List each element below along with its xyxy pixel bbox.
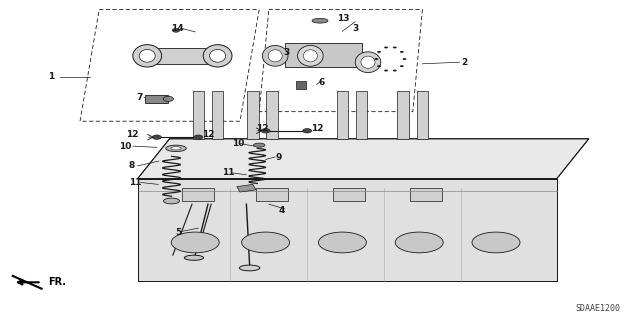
Text: 13: 13 — [337, 14, 350, 23]
Bar — [147, 48, 218, 64]
Bar — [145, 95, 168, 103]
Text: 3: 3 — [283, 48, 289, 57]
Text: 9: 9 — [275, 153, 282, 162]
Text: FR.: FR. — [48, 277, 66, 287]
Text: 2: 2 — [461, 58, 468, 67]
Text: 1: 1 — [48, 72, 54, 81]
Ellipse shape — [241, 232, 289, 253]
Polygon shape — [182, 188, 214, 201]
Ellipse shape — [312, 18, 328, 23]
Ellipse shape — [184, 255, 204, 260]
Circle shape — [194, 135, 203, 139]
Ellipse shape — [133, 45, 161, 67]
Bar — [247, 91, 259, 139]
Circle shape — [400, 65, 404, 67]
Bar — [193, 91, 204, 139]
Ellipse shape — [361, 56, 375, 68]
Bar — [266, 91, 278, 139]
Text: 3: 3 — [352, 24, 358, 33]
Circle shape — [403, 58, 406, 60]
Text: 12: 12 — [256, 124, 269, 133]
Bar — [212, 91, 223, 139]
Ellipse shape — [164, 198, 179, 204]
Ellipse shape — [298, 45, 323, 66]
Ellipse shape — [203, 45, 232, 67]
Ellipse shape — [319, 232, 367, 253]
Text: 6: 6 — [318, 78, 324, 87]
Circle shape — [393, 70, 397, 71]
Ellipse shape — [303, 50, 317, 62]
Circle shape — [400, 51, 404, 53]
Text: 8: 8 — [128, 161, 134, 170]
Bar — [356, 91, 367, 139]
Ellipse shape — [268, 50, 282, 62]
Polygon shape — [333, 188, 365, 201]
Text: 7: 7 — [136, 93, 143, 102]
Ellipse shape — [140, 49, 155, 62]
Ellipse shape — [253, 143, 265, 147]
Text: 4: 4 — [278, 206, 285, 215]
Text: 10: 10 — [232, 139, 244, 148]
Ellipse shape — [172, 232, 219, 253]
Circle shape — [172, 28, 180, 32]
Circle shape — [377, 65, 381, 67]
Ellipse shape — [239, 265, 260, 271]
Polygon shape — [237, 184, 256, 192]
Text: 10: 10 — [118, 142, 131, 151]
Ellipse shape — [355, 52, 381, 73]
Circle shape — [152, 135, 161, 139]
Ellipse shape — [472, 232, 520, 253]
Ellipse shape — [209, 49, 225, 62]
Bar — [337, 91, 348, 139]
Text: SDAAE1200: SDAAE1200 — [576, 304, 621, 313]
Text: 11: 11 — [129, 178, 142, 187]
Circle shape — [163, 96, 173, 101]
Ellipse shape — [171, 147, 181, 150]
Bar — [285, 43, 362, 67]
Ellipse shape — [396, 232, 444, 253]
Polygon shape — [256, 188, 288, 201]
Polygon shape — [138, 139, 589, 179]
Polygon shape — [410, 188, 442, 201]
Text: 12: 12 — [310, 124, 323, 133]
Circle shape — [261, 129, 270, 133]
Polygon shape — [138, 179, 557, 281]
Bar — [417, 91, 428, 139]
Circle shape — [384, 47, 388, 48]
Circle shape — [384, 70, 388, 71]
Circle shape — [374, 58, 378, 60]
Text: 14: 14 — [171, 24, 184, 33]
Text: 5: 5 — [175, 228, 181, 237]
Circle shape — [393, 47, 397, 48]
Ellipse shape — [262, 45, 288, 66]
Bar — [296, 81, 306, 89]
Text: 12: 12 — [126, 130, 139, 139]
Ellipse shape — [166, 145, 186, 152]
Text: 11: 11 — [222, 168, 235, 177]
Circle shape — [303, 129, 312, 133]
Circle shape — [377, 51, 381, 53]
Bar — [397, 91, 409, 139]
Text: 12: 12 — [202, 130, 214, 139]
